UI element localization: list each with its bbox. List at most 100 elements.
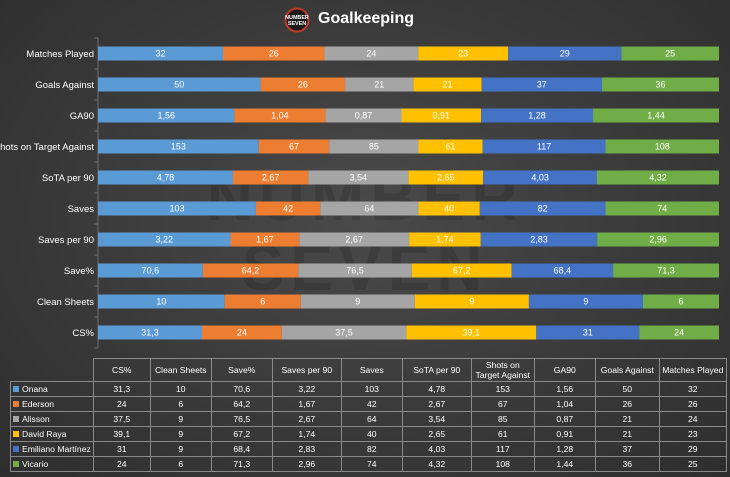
bar-segment (258, 139, 330, 154)
bar-segment (414, 294, 529, 309)
table-cell: 50 (594, 381, 660, 397)
data-label: 2,96 (649, 235, 667, 245)
table-row: Onana 31,3 10 70,6 3,22 103 4,78 153 1,56 50 32 (10, 381, 727, 397)
legend-swatch (13, 431, 19, 437)
bar-segment (230, 232, 300, 247)
table-column-header: Clean Sheets (149, 358, 212, 382)
data-label: 31 (583, 328, 593, 338)
bar-segment (98, 294, 225, 309)
table-cell: 9 (149, 411, 212, 427)
chart-title: Goalkeeping (318, 10, 415, 27)
bar-segment (98, 46, 223, 61)
table-cell: 31,3 (92, 381, 151, 397)
data-label: 40 (444, 204, 454, 214)
data-label: 108 (655, 142, 670, 152)
bar-segment (613, 263, 719, 278)
player-name-cell: Ederson (10, 396, 94, 412)
data-table: CS% Clean Sheets Save% Saves per 90 Saves SoT… (10, 358, 727, 472)
data-label: 24 (674, 328, 684, 338)
data-label: 61 (446, 142, 456, 152)
bar-segment (234, 108, 326, 123)
data-label: 2,67 (345, 235, 363, 245)
bar-segment (528, 294, 643, 309)
table-cell: 0,91 (533, 426, 596, 442)
table-row: Ederson 24 6 64,2 1,67 42 2,67 67 1,04 26 26 (10, 396, 727, 412)
bar-segment (224, 294, 301, 309)
category-label: Matches Played (26, 49, 94, 60)
table-column-header: Saves per 90 (271, 358, 342, 382)
bar-segment (481, 108, 594, 123)
data-label: 74 (657, 204, 667, 214)
legend-swatch (13, 386, 19, 392)
table-cell: 1,28 (533, 441, 596, 457)
table-corner (10, 358, 94, 382)
bar-segment (232, 170, 309, 185)
table-cell: 6 (149, 456, 212, 472)
data-label: 6 (260, 297, 265, 307)
data-label: 2,65 (437, 173, 455, 183)
bar-segment (98, 263, 203, 278)
data-label: 76,5 (346, 266, 364, 276)
number-seven-logo-icon: NUMBER SEVEN (284, 7, 310, 33)
data-label: 50 (174, 80, 184, 90)
table-row: David Raya 39,1 9 67,2 1,74 40 2,65 61 0,91 21 23 (10, 426, 727, 442)
data-label: 21 (443, 80, 453, 90)
data-label: 9 (469, 297, 474, 307)
data-label: 2,83 (530, 235, 548, 245)
data-label: 3,54 (350, 173, 368, 183)
table-cell: 4,78 (401, 381, 472, 397)
player-name: Alisson (22, 414, 50, 424)
bar-segment (601, 77, 719, 92)
table-column-header: Saves (340, 358, 403, 382)
bar-segment (483, 170, 598, 185)
player-name: Emiliano Martínez (22, 444, 91, 454)
table-cell: 26 (594, 396, 660, 412)
data-label: 37,5 (335, 328, 353, 338)
data-label: 2,67 (262, 173, 280, 183)
bar-segment (605, 139, 719, 154)
data-label: 117 (537, 142, 551, 152)
legend-swatch (13, 461, 19, 467)
table-row: Emiliano Martínez 31 9 68,4 2,83 82 4,03 117 1,2… (10, 441, 727, 457)
table-cell: 3,22 (271, 381, 342, 397)
player-name-cell: Vicario (10, 456, 94, 472)
player-name: Onana (22, 384, 48, 394)
legend-swatch (13, 416, 19, 422)
category-label: Saves (68, 204, 95, 215)
table-column-header: Save% (210, 358, 273, 382)
table-cell: 67 (470, 396, 535, 412)
bar-segment (298, 263, 412, 278)
table-cell: 23 (658, 426, 727, 442)
bar-segment (536, 325, 640, 340)
player-name: Vicario (22, 459, 49, 469)
table-cell: 32 (658, 381, 727, 397)
table-cell: 1,56 (533, 381, 596, 397)
data-label: 3,22 (155, 235, 173, 245)
data-label: 25 (665, 49, 675, 59)
data-label: 9 (355, 297, 360, 307)
bar-segment (325, 108, 402, 123)
table-cell: 68,4 (210, 441, 273, 457)
bar-segment (98, 232, 231, 247)
data-label: 67 (289, 142, 299, 152)
table-cell: 82 (340, 441, 403, 457)
bar-segment (98, 201, 256, 216)
bar-segment (345, 77, 414, 92)
table-cell: 2,67 (271, 411, 342, 427)
bar-segment (418, 201, 480, 216)
table-cell: 64,2 (210, 396, 273, 412)
bar-segment (98, 77, 261, 92)
logo-line2: SEVEN (288, 21, 306, 27)
data-label: 39,1 (463, 328, 481, 338)
data-label: 103 (169, 204, 184, 214)
data-label: 32 (155, 49, 165, 59)
table-row: Alisson 37,5 9 76,5 2,67 64 3,54 85 0,87 21 24 (10, 411, 727, 427)
data-label: 9 (583, 297, 588, 307)
bar-segment (98, 170, 233, 185)
data-label: 6 (678, 297, 683, 307)
bar-segment (413, 77, 482, 92)
legend-swatch (13, 446, 19, 452)
category-label: GA90 (70, 111, 94, 122)
table-cell: 4,32 (401, 456, 472, 472)
data-label: 1,67 (256, 235, 274, 245)
